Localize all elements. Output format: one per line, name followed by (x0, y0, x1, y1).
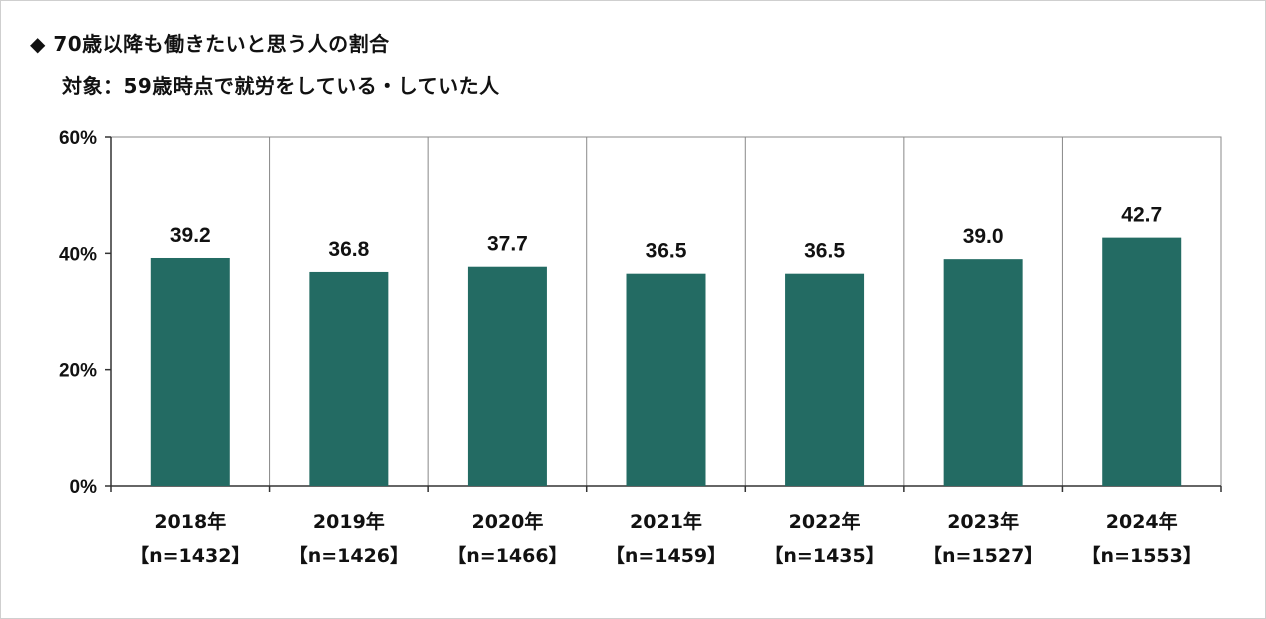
bar-value-label: 36.8 (328, 238, 369, 261)
bar (943, 259, 1023, 486)
chart-subtitle: 対象：59歳時点で就労をしている・していた人 (62, 74, 500, 98)
category-label: 2021年 (630, 510, 702, 533)
category-label: 2023年 (947, 510, 1019, 533)
y-tick-label: 20% (59, 361, 97, 382)
bar-value-label: 42.7 (1121, 204, 1162, 227)
sample-size-label: 【n=1426】 (289, 544, 409, 567)
bar (1102, 237, 1182, 486)
bar-value-label: 37.7 (487, 233, 528, 256)
bar (626, 273, 706, 486)
bar-value-label: 36.5 (646, 240, 687, 263)
bar (467, 266, 547, 486)
bar (150, 257, 230, 486)
category-label: 2024年 (1106, 510, 1178, 533)
category-label: 2022年 (789, 510, 861, 533)
bar-value-label: 39.2 (170, 224, 211, 247)
category-label: 2018年 (154, 510, 226, 533)
sample-size-label: 【n=1432】 (130, 544, 250, 567)
bar-value-label: 36.5 (804, 240, 845, 263)
chart-title: ◆ 70歳以降も働きたいと思う人の割合 (30, 32, 390, 56)
y-tick-label: 40% (59, 244, 97, 265)
bar (309, 271, 389, 486)
bar (785, 273, 865, 486)
y-tick-label: 60% (59, 128, 97, 149)
category-label: 2020年 (471, 510, 543, 533)
sample-size-label: 【n=1527】 (923, 544, 1043, 567)
sample-size-label: 【n=1553】 (1082, 544, 1202, 567)
bar-value-label: 39.0 (963, 225, 1004, 248)
category-label: 2019年 (313, 510, 385, 533)
sample-size-label: 【n=1459】 (606, 544, 726, 567)
sample-size-label: 【n=1466】 (447, 544, 567, 567)
y-tick-label: 0% (70, 477, 98, 498)
sample-size-label: 【n=1435】 (764, 544, 884, 567)
